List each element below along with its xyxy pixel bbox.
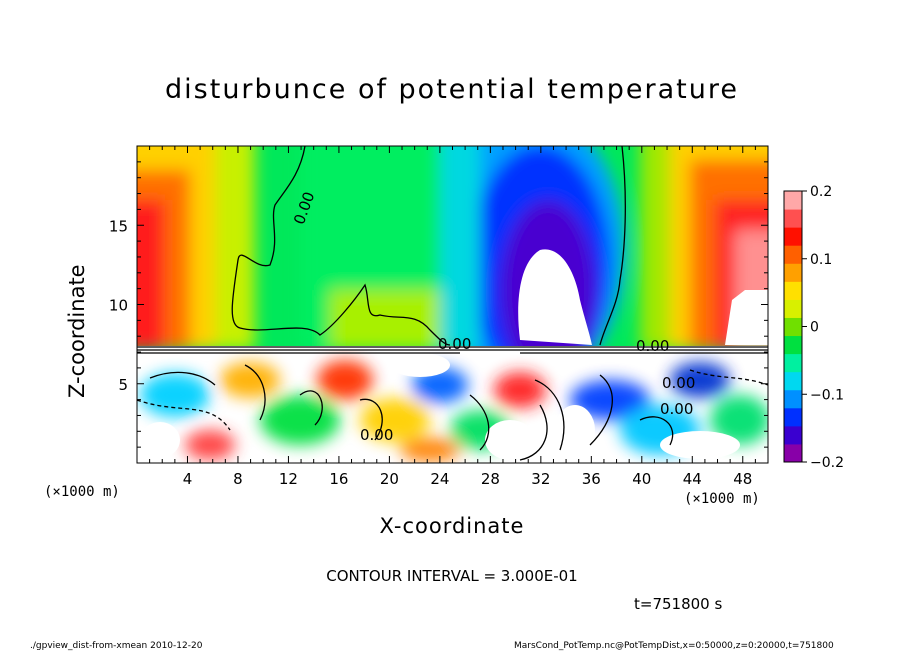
x-tick-label: 8 xyxy=(233,470,243,488)
chart-title: disturbunce of potential temperature xyxy=(165,74,739,105)
contour-label: 0.00 xyxy=(438,335,471,353)
colorbar-swatch xyxy=(784,191,802,210)
colorbar-swatch xyxy=(784,353,802,373)
x-tick-label: 16 xyxy=(329,470,348,488)
colorbar: 0.2 0.1 0 −0.1 −0.2 xyxy=(783,184,844,471)
x-tick-label: 44 xyxy=(683,470,702,488)
colorbar-label: 0 xyxy=(810,320,819,336)
colorbar-label: 0.1 xyxy=(810,252,832,268)
x-axis-label: X-coordinate xyxy=(379,514,525,538)
colorbar-swatch xyxy=(784,317,802,337)
contour-lines xyxy=(137,146,768,461)
y-axis-label: Z-coordinate xyxy=(65,264,89,398)
x-unit-right: (×1000 m) xyxy=(684,491,760,507)
colorbar-swatch xyxy=(784,335,802,355)
colorbar-swatch xyxy=(784,389,802,409)
x-tick-label: 4 xyxy=(183,470,193,488)
colorbar-swatch xyxy=(784,227,802,246)
x-tick-label: 28 xyxy=(481,470,500,488)
x-tick-label: 40 xyxy=(632,470,651,488)
contour-label: 0.00 xyxy=(660,400,693,418)
y-tick-label: 15 xyxy=(109,217,128,235)
colorbar-swatch xyxy=(784,407,802,427)
x-tick-label: 36 xyxy=(582,470,601,488)
y-tick-label: 5 xyxy=(118,376,128,394)
heatmap-field: 0.00 0.00 0.00 0.00 0.00 0.00 xyxy=(137,146,768,463)
contour-label: 0.00 xyxy=(360,426,393,444)
footer-left: ./gpview_dist-from-xmean 2010-12-20 xyxy=(30,641,203,651)
x-tick-label: 12 xyxy=(279,470,298,488)
colorbar-label: −0.2 xyxy=(810,455,844,471)
colorbar-swatch xyxy=(784,263,802,282)
x-unit-left: (×1000 m) xyxy=(44,484,120,500)
colorbar-label: 0.2 xyxy=(810,184,832,200)
colorbar-swatch xyxy=(784,245,802,264)
x-tick-label: 48 xyxy=(733,470,752,488)
contour-label: 0.00 xyxy=(662,374,695,392)
colorbar-swatch xyxy=(784,281,802,300)
colorbar-swatch xyxy=(784,443,802,463)
y-tick-label: 10 xyxy=(109,297,128,315)
footer-right: MarsCond_PotTemp.nc@PotTempDist,x=0:5000… xyxy=(514,641,834,651)
x-tick-label: 32 xyxy=(531,470,550,488)
colorbar-swatch xyxy=(784,209,802,228)
time-label: t=751800 s xyxy=(634,595,723,613)
colorbar-swatch xyxy=(784,299,802,318)
contour-label: 0.00 xyxy=(636,337,669,355)
colorbar-swatch xyxy=(784,425,802,445)
colorbar-swatch xyxy=(784,371,802,391)
contour-interval: CONTOUR INTERVAL = 3.000E-01 xyxy=(326,567,578,585)
x-tick-label: 20 xyxy=(380,470,399,488)
colorbar-label: −0.1 xyxy=(810,387,844,403)
x-tick-label: 24 xyxy=(430,470,449,488)
